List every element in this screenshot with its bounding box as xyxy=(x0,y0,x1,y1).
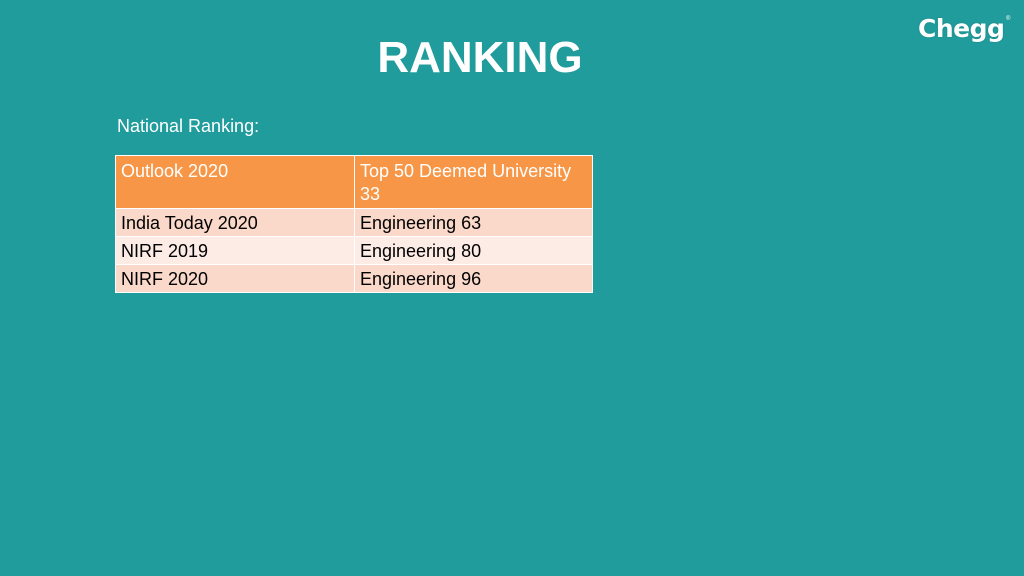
table-row: India Today 2020 Engineering 63 xyxy=(115,208,593,237)
table-cell: NIRF 2020 xyxy=(115,264,355,293)
table-header-cell: Top 50 Deemed University 33 xyxy=(354,155,593,209)
table-header-cell: Outlook 2020 xyxy=(115,155,355,209)
table-row: NIRF 2019 Engineering 80 xyxy=(115,236,593,265)
table-cell: NIRF 2019 xyxy=(115,236,355,265)
chegg-logo: Chegg xyxy=(918,14,1005,43)
trademark-symbol: ® xyxy=(1006,16,1011,22)
ranking-table: Outlook 2020 Top 50 Deemed University 33… xyxy=(115,155,593,293)
table-row: NIRF 2020 Engineering 96 xyxy=(115,264,593,293)
section-subtitle: National Ranking: xyxy=(117,116,260,136)
table-cell: Engineering 63 xyxy=(354,208,593,237)
table-header-row: Outlook 2020 Top 50 Deemed University 33 xyxy=(115,155,593,209)
table-cell: Engineering 80 xyxy=(354,236,593,265)
slide-title: RANKING xyxy=(377,33,583,82)
table-cell: Engineering 96 xyxy=(354,264,593,293)
table-cell: India Today 2020 xyxy=(115,208,355,237)
